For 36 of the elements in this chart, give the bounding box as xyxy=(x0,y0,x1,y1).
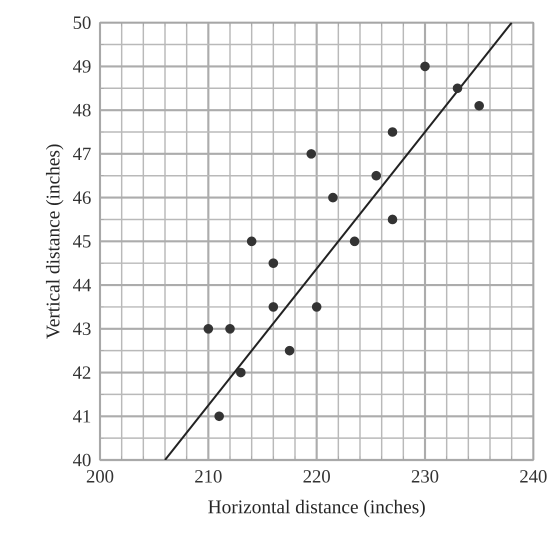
y-tick-label: 50 xyxy=(74,16,91,29)
x-tick-label: 230 xyxy=(412,470,438,483)
point xyxy=(268,258,278,268)
point xyxy=(246,236,256,246)
point xyxy=(452,83,462,94)
point xyxy=(284,346,294,356)
point xyxy=(236,368,246,378)
y-axis-title: Vertical distance (inches) xyxy=(46,144,64,339)
y-tick-label: 49 xyxy=(72,60,91,73)
y-tick-label: 48 xyxy=(72,104,91,116)
point xyxy=(388,127,398,137)
point xyxy=(371,170,382,181)
point xyxy=(214,411,224,422)
x-tick-label: 240 xyxy=(520,470,547,483)
point xyxy=(350,236,360,246)
point xyxy=(312,302,322,312)
point xyxy=(268,302,278,312)
x-axis-title: Horizontal distance (inches) xyxy=(208,500,425,518)
y-tick-label: 40 xyxy=(72,454,91,466)
x-tick-label: 200 xyxy=(86,470,114,483)
y-tick-label: 45 xyxy=(72,235,91,248)
point xyxy=(306,149,316,159)
y-tick-label: 46 xyxy=(72,191,91,204)
point xyxy=(328,192,338,202)
y-tick-label: 44 xyxy=(72,278,92,292)
point xyxy=(388,214,398,224)
point xyxy=(225,324,235,334)
x-tick-label: 210 xyxy=(195,470,222,483)
x-tick-label: 220 xyxy=(303,470,330,483)
point xyxy=(420,62,430,72)
point xyxy=(204,324,214,334)
y-tick-label: 41 xyxy=(72,410,90,422)
y-tick-label: 42 xyxy=(72,366,90,379)
point xyxy=(474,100,484,111)
y-tick-label: 43 xyxy=(72,322,91,336)
y-tick-label: 47 xyxy=(72,148,91,160)
